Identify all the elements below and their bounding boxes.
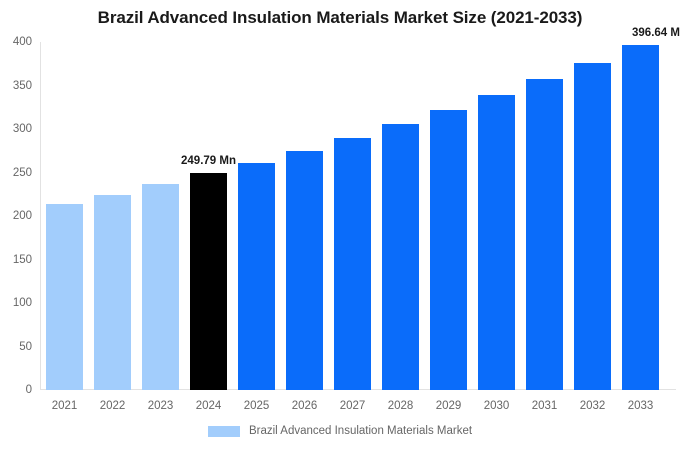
bar-2033[interactable] [622, 44, 659, 390]
bar-group-2023[interactable]: 2023 [142, 42, 179, 412]
y-axis-tick: 300 [12, 123, 32, 135]
plot-area: 0 50 100 150 200 250 300 350 400 2021 2022 2023 249… [13, 27, 680, 412]
bar-group-2033[interactable]: 396.64 Mn 2033 [622, 27, 680, 412]
x-axis-tick-2030: 2030 [483, 400, 510, 412]
bar-group-2032[interactable]: 2032 [574, 42, 611, 412]
y-axis-tick: 400 [12, 36, 32, 48]
y-axis-tick: 250 [12, 166, 32, 179]
y-axis-tick: 100 [12, 297, 32, 309]
bar-2021[interactable] [46, 204, 83, 390]
y-axis-tick: 150 [12, 253, 32, 266]
x-axis-tick-2026: 2026 [291, 400, 318, 412]
y-axis-tick: 0 [25, 384, 32, 396]
x-axis-tick-2032: 2032 [579, 400, 606, 412]
x-axis-tick-2021: 2021 [51, 400, 78, 412]
chart-title: Brazil Advanced Insulation Materials Mar… [97, 8, 583, 27]
x-axis-tick-2029: 2029 [435, 400, 462, 412]
bar-2022[interactable] [94, 194, 131, 390]
bar-group-2030[interactable]: 2030 [478, 42, 515, 412]
x-axis-tick-2031: 2031 [531, 400, 558, 412]
bar-2032[interactable] [574, 62, 611, 390]
y-axis-tick: 50 [19, 340, 32, 353]
bar-group-2027[interactable]: 2027 [334, 42, 371, 412]
bar-value-label-2024: 249.79 Mn [181, 154, 236, 167]
x-axis-tick-2033: 2033 [627, 400, 654, 412]
bar-series: 2021 2022 2023 249.79 Mn 2024 2025 2026 2027 202… [46, 27, 680, 412]
bar-2027[interactable] [334, 137, 371, 390]
bar-group-2025[interactable]: 2025 [238, 42, 275, 412]
bar-2031[interactable] [526, 79, 563, 390]
chart-legend: Brazil Advanced Insulation Materials Mar… [0, 425, 680, 437]
bar-2023[interactable] [142, 184, 179, 390]
x-axis-tick-2025: 2025 [243, 400, 270, 412]
bar-value-label-2033: 396.64 Mn [632, 26, 680, 39]
bar-2029[interactable] [430, 109, 467, 390]
x-axis-tick-2028: 2028 [387, 400, 414, 412]
bar-group-2021[interactable]: 2021 [46, 42, 83, 412]
bar-group-2029[interactable]: 2029 [430, 42, 467, 412]
bar-group-2031[interactable]: 2031 [526, 42, 563, 412]
bar-2025[interactable] [238, 162, 275, 390]
bar-group-2026[interactable]: 2026 [286, 42, 323, 412]
y-axis-line [40, 42, 41, 390]
bar-2026[interactable] [286, 150, 323, 390]
legend-label-market: Brazil Advanced Insulation Materials Mar… [248, 425, 473, 437]
bar-group-2022[interactable]: 2022 [94, 42, 131, 412]
x-axis-tick-2023: 2023 [147, 400, 174, 412]
y-axis-tick: 350 [12, 79, 32, 92]
bar-group-2028[interactable]: 2028 [382, 42, 419, 412]
x-axis-tick-2022: 2022 [99, 400, 126, 412]
y-axis-tick: 200 [12, 210, 32, 222]
legend-swatch-market[interactable] [207, 425, 240, 437]
bar-group-2024[interactable]: 249.79 Mn 2024 [181, 42, 236, 412]
bar-2024[interactable] [190, 172, 227, 390]
x-axis-tick-2024: 2024 [195, 400, 222, 412]
bar-2030[interactable] [478, 94, 515, 390]
bar-2028[interactable] [382, 124, 419, 390]
x-axis-tick-2027: 2027 [339, 400, 366, 412]
